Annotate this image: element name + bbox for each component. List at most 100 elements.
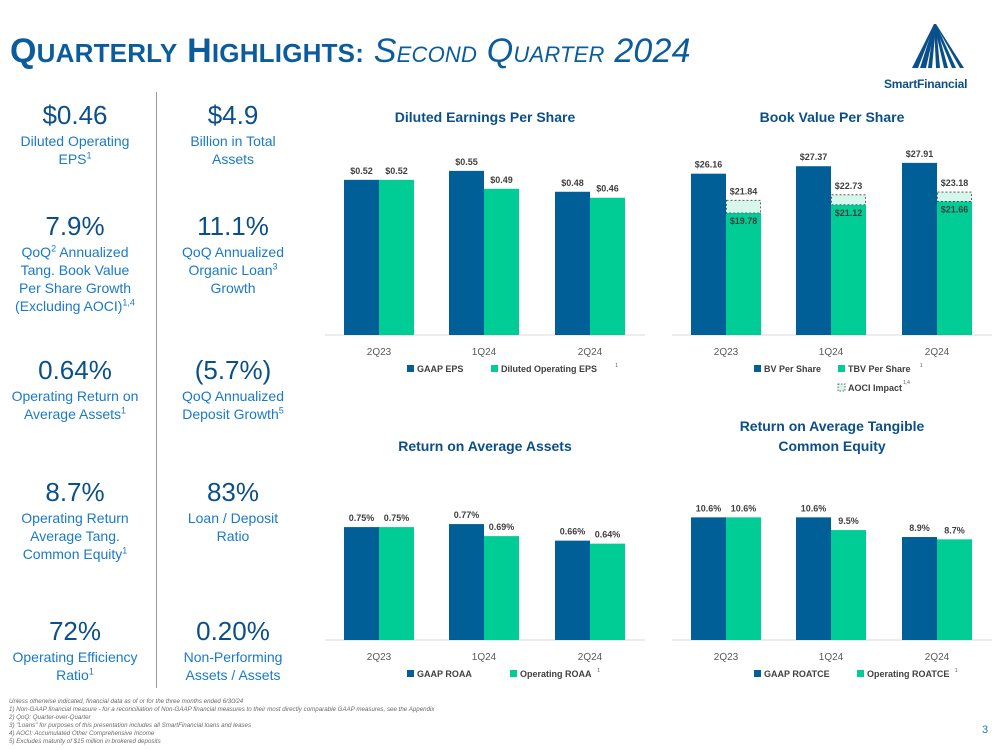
bar-aoci-impact: [831, 194, 866, 206]
legend-label: Operating ROAA: [520, 669, 592, 679]
kpi-loan-deposit-ratio: 83% Loan / Deposit Ratio: [158, 477, 308, 545]
bvps-chart: $26.16 $21.84 $19.78 2Q23 $27.37 $22.73 $21.12…: [672, 149, 992, 393]
smartfinancial-logo-icon: [912, 24, 964, 68]
kpi-desc: Non-Performing Assets / Assets: [183, 649, 283, 683]
data-label: 8.9%: [909, 523, 930, 533]
data-label: 0.66%: [560, 527, 586, 537]
legend-label: Diluted Operating EPS: [501, 364, 597, 374]
footnote-line: 5) Excludes maturity of $15 million in b…: [9, 738, 161, 745]
bar-operating-roaa: [484, 536, 519, 640]
footnote-line: Unless otherwise indicated, financial da…: [9, 698, 244, 705]
data-label: $27.37: [800, 152, 828, 162]
legend-swatch: [510, 670, 517, 677]
bar-aoci-impact: [726, 199, 761, 214]
kpi-value: $0.46: [42, 100, 108, 130]
tick-label: 2Q24: [578, 652, 603, 663]
data-label: 8.7%: [944, 525, 965, 535]
kpi-value: (5.7%): [194, 355, 272, 385]
tick-label: 2Q24: [578, 347, 603, 358]
legend-label: TBV Per Share: [848, 364, 911, 374]
footnote-line: 2) QoQ: Quarter-over-Quarter: [9, 714, 91, 721]
legend-label: GAAP EPS: [417, 364, 463, 374]
tick-label: 2Q23: [714, 652, 739, 663]
data-label: 0.75%: [349, 513, 375, 523]
legend-swatch: [407, 365, 414, 372]
legend-label: Operating ROATCE: [867, 669, 949, 679]
kpi-total-assets: $4.9 Billion in Total Assets: [158, 100, 308, 168]
kpi-npa-assets: 0.20% Non-Performing Assets / Assets: [158, 616, 308, 684]
bar-tbv-per-share: [831, 204, 866, 335]
bar-tbv-per-share: [726, 213, 761, 335]
bar-operating-roatce: [937, 539, 972, 640]
data-label: $0.48: [561, 178, 584, 188]
legend-sup: 1: [597, 668, 600, 674]
legend-swatch: [857, 670, 864, 677]
kpi-value: $4.9: [207, 100, 259, 130]
bar-bv-per-share: [691, 173, 726, 335]
page-title: QUARTERLY HIGHLIGHTS: SECOND QUARTER 202…: [10, 32, 691, 70]
eps-chart: $0.52 $0.52 2Q23 $0.55 $0.49 1Q24 $0.48 $0.46 2Q…: [325, 157, 645, 374]
legend-swatch: [754, 670, 761, 677]
legend-swatch: [837, 383, 846, 392]
footnote-line: 3) "Loans" for purposes of this presenta…: [9, 722, 252, 729]
tick-label: 1Q24: [819, 347, 844, 358]
data-label: 0.64%: [595, 530, 621, 540]
data-label: 0.77%: [454, 510, 480, 520]
bar-tbv-per-share: [937, 201, 972, 335]
bar-aoci-impact: [937, 191, 972, 202]
kpi-desc: Operating Efficiency Ratio1: [12, 649, 138, 683]
footnotes: Unless otherwise indicated, financial da…: [9, 698, 435, 746]
data-label: 10.6%: [731, 503, 757, 513]
legend-sup: 1: [615, 363, 618, 369]
bvps-chart-title: Book Value Per Share: [759, 109, 905, 125]
footnote-line: 4) AOCI: Accumulated Other Comprehensive…: [9, 730, 155, 737]
legend-label: GAAP ROAA: [417, 669, 472, 679]
bar-diluted-operating-eps: [484, 188, 519, 335]
bar-diluted-operating-eps: [379, 179, 414, 335]
kpi-value: 8.7%: [45, 477, 105, 507]
data-label: $0.49: [490, 175, 513, 185]
data-label: $0.52: [385, 166, 408, 176]
data-label: 10.6%: [696, 503, 722, 513]
data-label: $0.55: [455, 157, 478, 167]
legend-sup: 1: [920, 363, 923, 369]
data-label: $27.91: [906, 149, 934, 159]
bar-gaap-roatce: [796, 517, 831, 640]
kpi-desc: QoQ Annualized Organic Loan3 Growth: [182, 244, 284, 296]
tick-label: 2Q23: [367, 347, 392, 358]
legend-label: BV Per Share: [764, 364, 821, 374]
kpi-operating-roatce: 8.7% Operating Return Average Tang. Common…: [0, 477, 150, 563]
tick-label: 1Q24: [472, 652, 497, 663]
roaa-chart: 0.75% 0.75% 2Q23 0.77% 0.69% 1Q24 0.66% 0.64% 2Q…: [325, 510, 645, 679]
kpi-value: 0.64%: [38, 355, 112, 385]
kpi-diluted-operating-eps: $0.46 Diluted Operating EPS1: [0, 100, 150, 168]
bar-gaap-roatce: [902, 537, 937, 640]
bar-operating-roaa: [379, 527, 414, 640]
data-label: $21.84: [730, 186, 758, 196]
kpi-desc: Loan / Deposit Ratio: [187, 510, 279, 544]
tick-label: 1Q24: [819, 652, 844, 663]
kpi-value: 7.9%: [45, 211, 105, 241]
bar-gaap-roaa: [449, 524, 484, 640]
kpi-value: 72%: [48, 616, 102, 646]
roatce-chart-title: Return on Average Tangible Common Equity: [739, 418, 925, 454]
kpi-desc: Diluted Operating EPS1: [20, 133, 130, 167]
kpi-desc: Operating Return Average Tang. Common Equi…: [21, 510, 129, 562]
bar-operating-roatce: [726, 517, 761, 640]
logo-text: SmartFinancial: [884, 77, 968, 91]
tick-label: 1Q24: [472, 347, 497, 358]
legend-label: GAAP ROATCE: [764, 669, 830, 679]
bar-operating-roaa: [590, 543, 625, 640]
kpi-value: 11.1%: [197, 211, 269, 241]
bar-diluted-operating-eps: [590, 197, 625, 335]
bar-gaap-eps: [555, 191, 590, 335]
data-label: $21.66: [941, 204, 969, 214]
kpi-desc: QoQ2 Annualized Tang. Book Value Per Share…: [15, 243, 135, 314]
bar-gaap-roaa: [555, 540, 590, 640]
data-label: 9.5%: [838, 516, 859, 526]
kpi-deposit-growth: (5.7%) QoQ Annualized Deposit Growth5: [158, 355, 308, 423]
kpi-efficiency-ratio: 72% Operating Efficiency Ratio1: [0, 616, 150, 684]
kpi-value: 0.20%: [196, 616, 270, 646]
tick-label: 2Q23: [367, 652, 392, 663]
legend-swatch: [491, 365, 498, 372]
